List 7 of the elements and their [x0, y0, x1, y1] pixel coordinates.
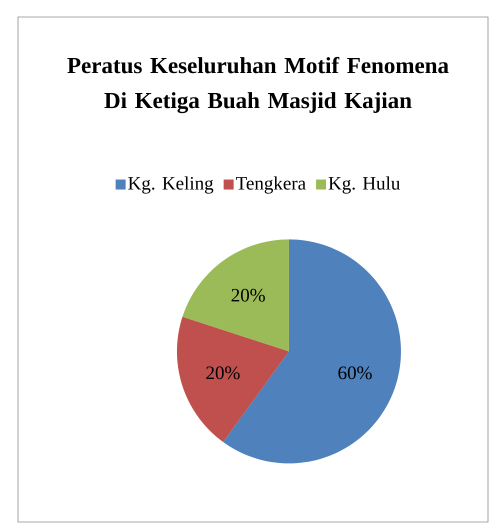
legend-label: Kg. Hulu: [328, 176, 400, 194]
legend-label: Kg. Keling: [128, 176, 214, 194]
legend-label: Tengkera: [236, 176, 306, 194]
data-label: 20%: [232, 288, 265, 302]
data-label: 60%: [338, 366, 372, 380]
data-label: 20%: [206, 366, 240, 380]
chart-title: Peratus Keseluruhan Motif Fenomena Di Ketiga Buah Masjid Kajian: [67, 56, 449, 114]
